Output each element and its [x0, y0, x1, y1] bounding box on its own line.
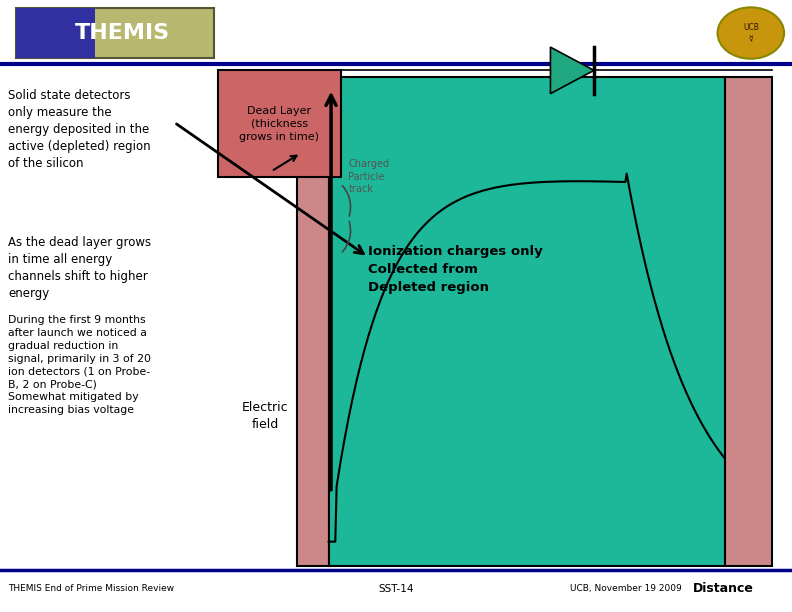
- Text: Charged
Particle
track: Charged Particle track: [348, 159, 390, 194]
- FancyBboxPatch shape: [16, 8, 214, 58]
- Text: Ionization charges only
Collected from
Depleted region: Ionization charges only Collected from D…: [368, 245, 543, 294]
- FancyBboxPatch shape: [329, 76, 725, 566]
- Text: UCB
☿: UCB ☿: [743, 23, 759, 43]
- Text: Dead Layer
(thickness
grows in time): Dead Layer (thickness grows in time): [239, 106, 319, 142]
- Text: Distance: Distance: [693, 582, 754, 595]
- Text: During the first 9 months
after launch we noticed a
gradual reduction in
signal,: During the first 9 months after launch w…: [8, 315, 151, 415]
- FancyBboxPatch shape: [297, 76, 329, 566]
- FancyBboxPatch shape: [16, 8, 95, 58]
- Text: Solid state detectors
only measure the
energy deposited in the
active (depleted): Solid state detectors only measure the e…: [8, 89, 150, 170]
- FancyBboxPatch shape: [725, 76, 772, 566]
- Text: UCB, November 19 2009: UCB, November 19 2009: [570, 584, 682, 593]
- Polygon shape: [550, 47, 594, 94]
- Text: THEMIS End of Prime Mission Review: THEMIS End of Prime Mission Review: [8, 584, 174, 593]
- Text: SST-14: SST-14: [379, 584, 413, 594]
- Text: THEMIS: THEMIS: [75, 23, 170, 43]
- Text: Electric
field: Electric field: [242, 401, 288, 431]
- Text: As the dead layer grows
in time all energy
channels shift to higher
energy: As the dead layer grows in time all ener…: [8, 236, 151, 300]
- FancyBboxPatch shape: [218, 70, 341, 177]
- Circle shape: [718, 7, 784, 59]
